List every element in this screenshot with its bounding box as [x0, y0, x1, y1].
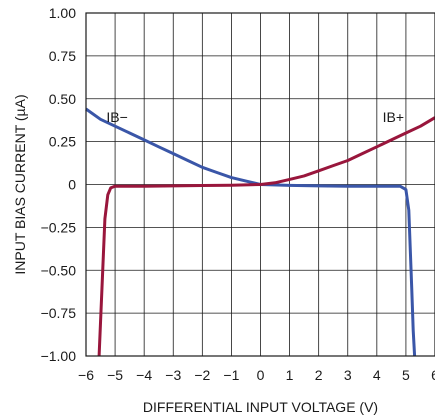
x-tick-labels: −6 −5 −4 −3 −2 −1 0 1 2 3 4 5 6 [78, 367, 435, 383]
plot-frame [85, 12, 435, 357]
y-tick-label: −0.25 [41, 219, 77, 235]
x-tick-label: 1 [286, 367, 294, 383]
x-tick-label: 6 [431, 367, 435, 383]
y-tick-labels: 1.00 0.75 0.50 0.25 0 −0.25 −0.50 −0.75 −1.00 [41, 5, 77, 364]
series-group [85, 107, 435, 357]
x-tick-label: −3 [165, 367, 181, 383]
x-tick-label: −5 [107, 367, 123, 383]
x-axis-title: DIFFERENTIAL INPUT VOLTAGE (V) [143, 399, 378, 415]
y-tick-label: 0.25 [49, 134, 76, 150]
series-line [85, 107, 417, 357]
series-annotation: IB− [106, 109, 127, 125]
series-annotation: IB+ [383, 109, 404, 125]
y-tick-label: 1.00 [49, 5, 76, 21]
x-tick-label: −6 [78, 367, 94, 383]
series-line [97, 116, 435, 357]
y-tick-label: −1.00 [41, 348, 77, 364]
x-tick-label: 4 [373, 367, 381, 383]
x-tick-label: −1 [223, 367, 239, 383]
y-axis-title: INPUT BIAS CURRENT (µA) [12, 94, 28, 274]
y-tick-label: 0 [68, 177, 76, 193]
x-tick-label: −2 [194, 367, 210, 383]
x-tick-label: 0 [257, 367, 265, 383]
x-tick-label: 2 [315, 367, 323, 383]
x-tick-label: 5 [402, 367, 410, 383]
y-tick-label: −0.75 [41, 305, 77, 321]
annotations: IB− IB+ [106, 109, 404, 125]
y-tick-label: 0.50 [49, 91, 76, 107]
y-tick-label: −0.50 [41, 262, 77, 278]
x-tick-label: −4 [136, 367, 152, 383]
y-tick-label: 0.75 [49, 48, 76, 64]
x-tick-label: 3 [344, 367, 352, 383]
